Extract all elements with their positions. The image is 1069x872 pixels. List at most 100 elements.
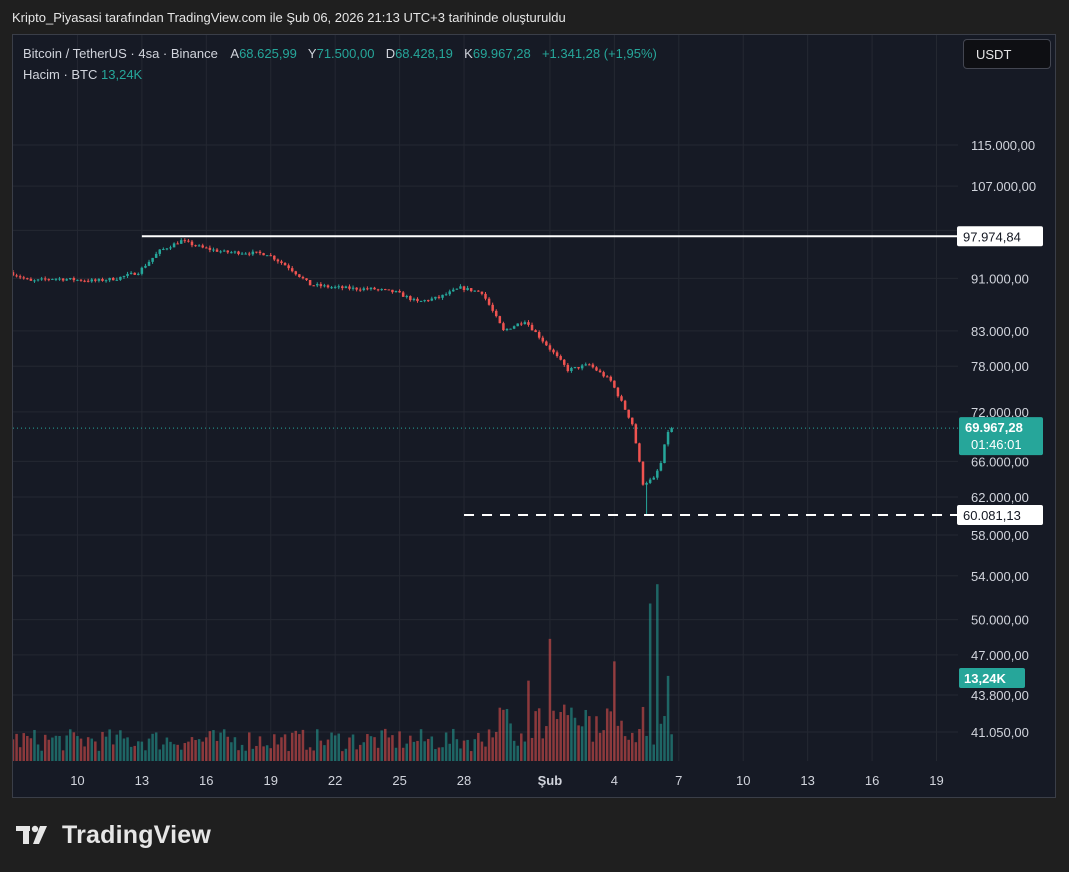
- candle-body: [26, 278, 29, 280]
- chart-panel[interactable]: 115.000,00107.000,0099.000,0091.000,0083…: [12, 34, 1056, 798]
- volume-bar: [269, 748, 272, 761]
- candle-body: [387, 289, 391, 291]
- volume-bar: [169, 741, 172, 761]
- candle-body: [147, 261, 151, 266]
- candle-body: [516, 323, 519, 327]
- volume-bar: [26, 735, 29, 761]
- price-level-tag: [957, 504, 1043, 525]
- volume-bar: [144, 750, 147, 761]
- volume-bar: [462, 740, 466, 761]
- volume-bar: [387, 737, 391, 761]
- candle-body: [61, 278, 65, 281]
- candle-body: [627, 409, 630, 418]
- candle-body: [512, 326, 516, 329]
- candle-body: [584, 364, 587, 366]
- candle-body: [40, 278, 43, 280]
- volume-bar: [330, 732, 333, 761]
- volume-bar: [126, 737, 129, 761]
- volume-bar: [444, 732, 448, 761]
- candle-body: [294, 271, 298, 275]
- candle-body: [298, 274, 301, 278]
- candle-body: [319, 284, 323, 287]
- volume-bar: [194, 740, 197, 761]
- volume-bar: [323, 745, 326, 761]
- volume-bar: [602, 730, 605, 761]
- candle-body: [505, 328, 509, 331]
- time-tick-label: 4: [611, 773, 618, 788]
- volume-bar: [652, 744, 655, 761]
- volume-bar: [111, 744, 115, 761]
- candle-body: [197, 245, 201, 247]
- candle-body: [494, 310, 498, 317]
- candle-body: [76, 279, 79, 281]
- volume-bar: [555, 719, 559, 761]
- volume-bar: [505, 708, 509, 761]
- candle-body: [247, 253, 251, 255]
- candle-body: [262, 253, 265, 256]
- candle-body: [455, 288, 459, 290]
- price-chart[interactable]: 115.000,00107.000,0099.000,0091.000,0083…: [13, 35, 1056, 798]
- candle-body: [466, 288, 469, 291]
- candle-body: [401, 292, 405, 297]
- volume-bar: [384, 728, 387, 761]
- candle-body: [441, 294, 444, 298]
- candle-body: [22, 277, 25, 279]
- symbol-label[interactable]: Bitcoin / TetherUS · 4sa · Binance: [23, 46, 218, 61]
- time-tick-label: 16: [199, 773, 213, 788]
- price-tick-label: 54.000,00: [971, 569, 1029, 584]
- volume-bar: [412, 741, 416, 761]
- candle-body: [380, 289, 383, 291]
- volume-bar: [301, 729, 305, 761]
- volume-bar: [258, 736, 262, 761]
- candle-body: [530, 324, 534, 331]
- volume-bar: [208, 731, 212, 761]
- volume-bar: [405, 743, 409, 761]
- volume-bar: [233, 737, 237, 761]
- currency-button[interactable]: USDT: [963, 39, 1051, 69]
- volume-bar: [484, 746, 487, 761]
- candle-body: [137, 273, 140, 275]
- volume-bar: [398, 731, 401, 761]
- volume-bar: [222, 729, 226, 761]
- candle-body: [215, 249, 219, 252]
- volume-bar: [51, 737, 54, 761]
- candle-body: [473, 290, 477, 292]
- volume-bar: [86, 737, 90, 761]
- price-tick-label: 43.800,00: [971, 688, 1029, 703]
- candle-body: [394, 290, 398, 293]
- candle-body: [144, 265, 147, 268]
- volume-bar: [494, 731, 498, 761]
- time-tick-label: 13: [135, 773, 149, 788]
- volume-bar: [183, 743, 187, 761]
- candle-body: [158, 249, 162, 254]
- price-level-tag: [957, 226, 1043, 247]
- candle-body: [101, 278, 104, 281]
- volume-bar: [598, 732, 602, 761]
- volume-bar: [373, 737, 376, 761]
- volume-bar: [552, 710, 555, 761]
- candle-body: [366, 288, 369, 290]
- volume-bar: [319, 740, 323, 761]
- candle-body: [462, 286, 466, 291]
- volume-bar: [251, 748, 255, 761]
- volume-bar: [273, 734, 276, 761]
- volume-bar: [541, 738, 545, 761]
- candle-body: [133, 272, 136, 275]
- low-value: 68.428,19: [395, 46, 453, 61]
- candle-body: [605, 376, 609, 378]
- high-key: Y: [307, 46, 317, 61]
- volume-bar: [308, 747, 312, 761]
- candle-body: [251, 251, 255, 255]
- candle-body: [355, 287, 358, 290]
- candle-body: [219, 251, 222, 253]
- candle-body: [255, 251, 258, 253]
- last-price-tag: [959, 417, 1043, 456]
- volume-key[interactable]: Hacim · BTC: [23, 67, 98, 82]
- volume-bar: [441, 747, 444, 761]
- candle-body: [351, 287, 355, 289]
- candle-body: [459, 286, 462, 289]
- candle-body: [312, 285, 315, 287]
- volume-bar: [33, 729, 36, 761]
- candle-body: [369, 287, 373, 290]
- volume-bar: [344, 748, 348, 761]
